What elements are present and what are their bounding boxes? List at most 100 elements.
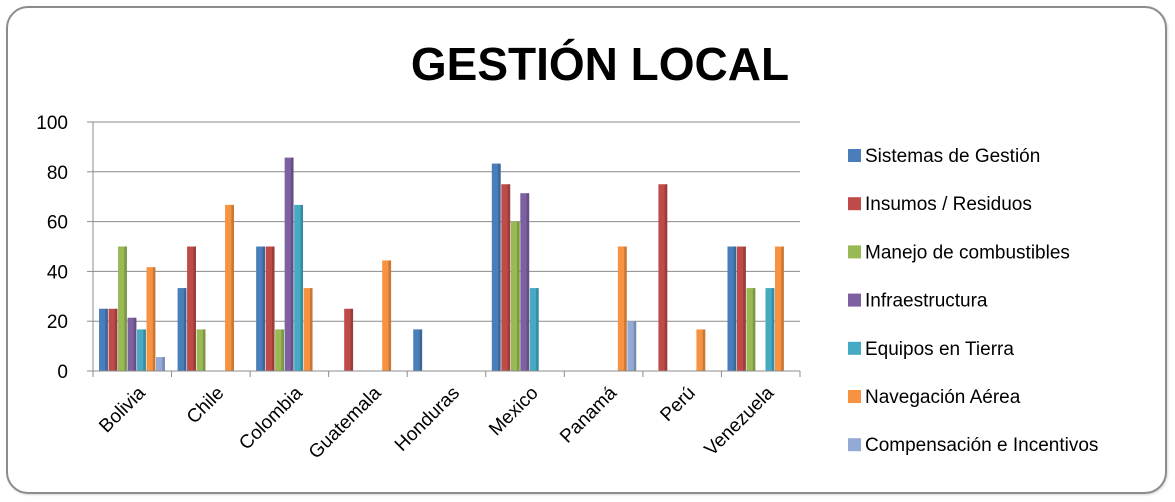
legend-swatch [848, 438, 861, 452]
bars-layer [99, 157, 784, 371]
bar-shade [781, 246, 784, 371]
bar [529, 288, 539, 371]
bar [137, 329, 146, 371]
bar-shade [536, 288, 539, 371]
y-tick-label: 100 [36, 113, 68, 134]
bar [99, 308, 108, 371]
bar-shade [350, 308, 354, 371]
x-category-label: Colombia [235, 382, 307, 454]
bar-shade [507, 184, 511, 371]
bar [382, 260, 392, 371]
bar [303, 288, 313, 371]
bar-shade [309, 288, 313, 371]
bar [510, 221, 520, 371]
bar-shade [517, 221, 520, 371]
bar-shade [183, 288, 187, 371]
legend-swatch [848, 245, 861, 259]
bar-shade [702, 329, 706, 371]
bar [658, 184, 668, 371]
legend: Sistemas de Gestión Insumos / Residuos Man… [848, 146, 1098, 456]
legend-label: Compensación e Incentivos [865, 435, 1098, 456]
bar-shade [133, 317, 137, 371]
bar-shade [281, 329, 285, 371]
x-category-label: Mexico [485, 383, 542, 440]
bar-shade [526, 193, 530, 371]
y-tick-label: 80 [47, 163, 68, 184]
bar [156, 357, 165, 371]
bar-shade [271, 246, 275, 371]
x-category-label: Perú [656, 383, 699, 426]
bar [196, 329, 206, 371]
bar [765, 288, 775, 371]
bar-shade [388, 260, 392, 371]
bar-shade [143, 329, 146, 371]
x-category-label: Venezuela [701, 382, 779, 460]
bar [736, 246, 746, 371]
legend-swatch [848, 197, 861, 211]
bar-shade [419, 329, 423, 371]
bar [696, 329, 706, 371]
bar [520, 193, 530, 371]
bar-shade [152, 267, 156, 371]
y-tick-label: 60 [47, 213, 68, 234]
bar [265, 246, 275, 371]
y-tick-label: 40 [47, 262, 68, 283]
x-category-label: Chile [183, 383, 228, 428]
legend-swatch [848, 149, 861, 162]
bar-shade [193, 246, 196, 371]
legend-label: Infraestructura [865, 291, 988, 312]
bar [225, 204, 234, 371]
bar [501, 184, 511, 371]
bar [177, 288, 187, 371]
chart-frame [6, 6, 1167, 494]
x-category-label: Honduras [391, 383, 464, 456]
bar [344, 308, 354, 371]
legend-label: Insumos / Residuos [865, 194, 1032, 215]
bar [294, 204, 304, 371]
bar-shade [290, 157, 294, 371]
bar-shade [498, 163, 501, 371]
y-tick-label: 20 [47, 312, 68, 333]
x-category-label: Bolivia [95, 382, 150, 437]
x-category-label: Guatemala [305, 382, 386, 463]
bar [256, 246, 266, 371]
bar [617, 246, 627, 371]
bar-shade [300, 204, 304, 371]
bar [108, 308, 118, 371]
chart-title: GESTIÓN LOCAL [411, 38, 789, 90]
bar-shade [743, 246, 746, 371]
legend-label: Manejo de combustibles [865, 242, 1070, 263]
bar-shade [162, 357, 165, 371]
bar-shade [633, 321, 637, 371]
bar [127, 317, 137, 371]
bar-shade [624, 246, 627, 371]
bar [413, 329, 423, 371]
bar-shade [733, 246, 737, 371]
legend-swatch [848, 293, 861, 307]
bar-shade [114, 308, 118, 371]
legend-label: Sistemas de Gestión [865, 146, 1040, 167]
legend-label: Navegación Aérea [865, 387, 1021, 408]
legend-label: Equipos en Tierra [865, 339, 1014, 360]
bar-shade [231, 204, 234, 371]
x-category-label: Panamá [556, 382, 621, 447]
bar [118, 246, 127, 371]
bar-shade [124, 246, 127, 371]
bar [146, 267, 156, 371]
bar-shade [771, 288, 775, 371]
bar [727, 246, 737, 371]
bar [627, 321, 637, 371]
bar [491, 163, 501, 371]
bar-shade [202, 329, 206, 371]
bar [774, 246, 784, 371]
bar [746, 288, 756, 371]
y-tick-label: 0 [57, 362, 68, 383]
bar [284, 157, 294, 371]
bar-shade [664, 184, 668, 371]
legend-swatch [848, 390, 861, 403]
legend-swatch [848, 341, 861, 355]
bar-shade [752, 288, 756, 371]
bar [275, 329, 285, 371]
bar-shade [105, 308, 108, 371]
